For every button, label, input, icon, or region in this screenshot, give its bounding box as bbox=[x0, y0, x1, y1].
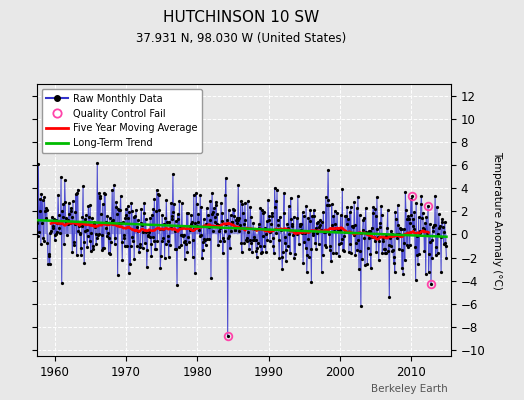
Y-axis label: Temperature Anomaly (°C): Temperature Anomaly (°C) bbox=[492, 150, 502, 290]
Text: 37.931 N, 98.030 W (United States): 37.931 N, 98.030 W (United States) bbox=[136, 32, 346, 45]
Text: Berkeley Earth: Berkeley Earth bbox=[372, 384, 448, 394]
Text: HUTCHINSON 10 SW: HUTCHINSON 10 SW bbox=[163, 10, 319, 25]
Legend: Raw Monthly Data, Quality Control Fail, Five Year Moving Average, Long-Term Tren: Raw Monthly Data, Quality Control Fail, … bbox=[41, 89, 202, 153]
